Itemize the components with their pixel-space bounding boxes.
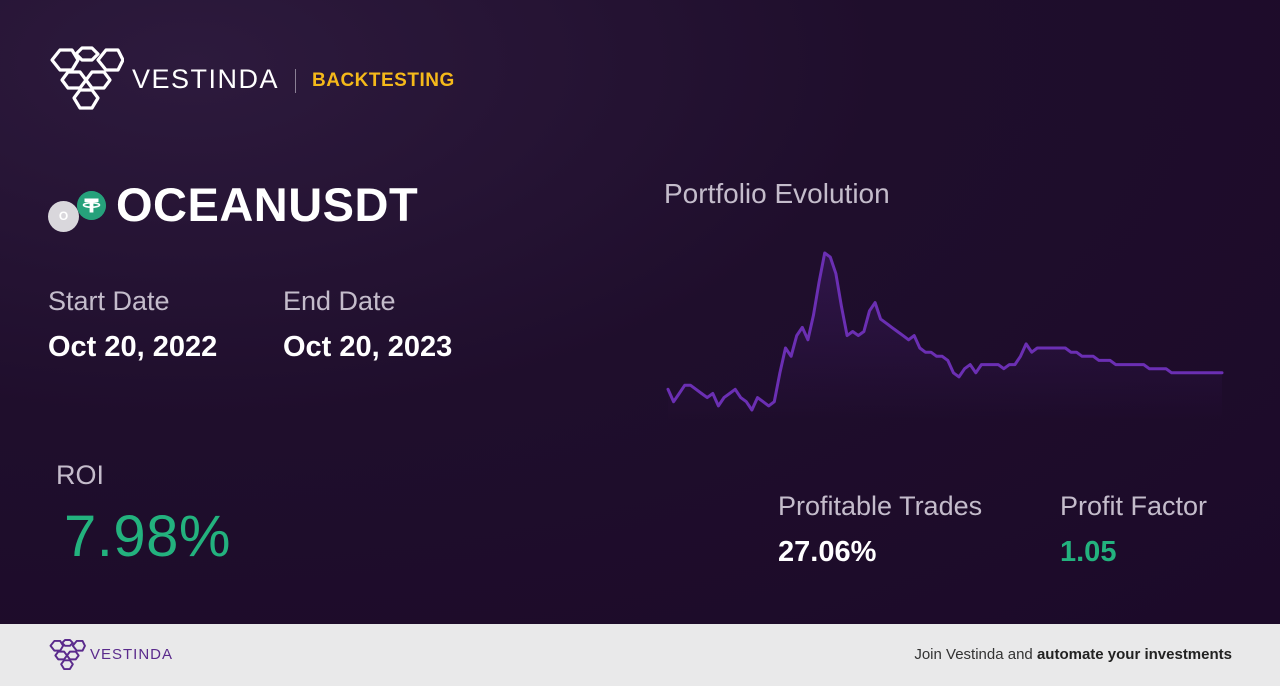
footer-brand: VESTINDA [90, 646, 174, 663]
vestinda-logo-icon [50, 46, 124, 110]
base-coin-icon: O [48, 201, 79, 232]
start-date-label: Start Date [48, 286, 170, 316]
end-date-label: End Date [283, 286, 396, 316]
footer [0, 624, 1280, 686]
chart-title: Portfolio Evolution [664, 178, 890, 209]
brand-divider [295, 69, 296, 93]
section-tag: BACKTESTING [312, 70, 455, 91]
end-date-value: Oct 20, 2023 [283, 331, 453, 363]
roi-label: ROI [56, 460, 105, 490]
profit-factor-label: Profit Factor [1060, 491, 1208, 521]
chart-series-line [666, 251, 1224, 412]
roi-value: 7.98% [64, 504, 231, 569]
footer-cta-text: Join Vestinda and [914, 646, 1037, 663]
backtest-card: VESTINDA BACKTESTING O OCEANUSDT Start D… [0, 0, 1280, 624]
chart-area [668, 253, 1222, 420]
footer-logo-icon [49, 639, 86, 671]
tether-coin-icon [77, 191, 106, 220]
profitable-trades-label: Profitable Trades [778, 491, 983, 521]
profitable-trades-value: 27.06% [778, 536, 877, 568]
trading-pair: OCEANUSDT [116, 178, 419, 231]
footer-cta[interactable]: Join Vestinda and automate your investme… [914, 646, 1232, 663]
profit-factor-value: 1.05 [1060, 536, 1117, 568]
footer-cta-bold: automate your investments [1036, 646, 1232, 663]
start-date-value: Oct 20, 2022 [48, 331, 218, 363]
brand-name: VESTINDA [132, 64, 280, 94]
portfolio-chart [666, 251, 1224, 420]
